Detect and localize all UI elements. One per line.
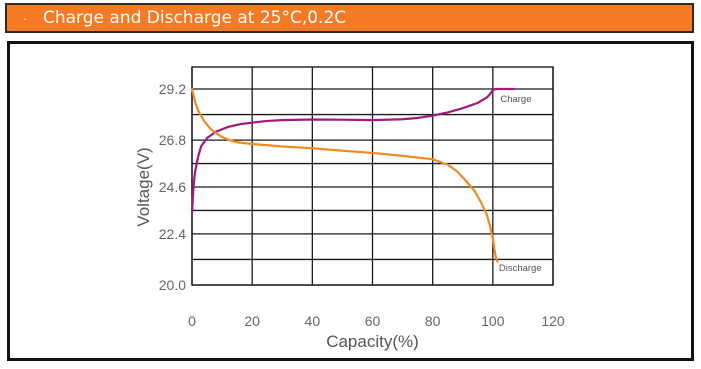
- grid: [191, 66, 554, 286]
- y-axis-label: Voltage(V): [134, 147, 153, 226]
- series-line-charge: [190, 87, 515, 214]
- section-header: · Charge and Discharge at 25°C,0.2C: [5, 3, 694, 33]
- chart-frame: 20.0 22.4 24.6 26.8 29.2 0 20 40 60 80 100 120 Char…: [7, 41, 694, 361]
- y-tick-label: 22.4: [159, 226, 186, 242]
- y-tick-label: 29.2: [159, 81, 186, 97]
- y-tick-label: 24.6: [159, 179, 186, 195]
- plot-border: [191, 66, 554, 286]
- series-line-discharge: [190, 87, 499, 263]
- x-tick-label: 60: [365, 313, 381, 329]
- series-label-charge: Charge: [500, 94, 531, 105]
- x-tick-label: 40: [305, 313, 321, 329]
- labels: Charge Discharge Capacity(%) Voltage(V): [134, 94, 542, 351]
- bullet-icon: ·: [22, 10, 28, 26]
- x-tick-label: 0: [188, 313, 196, 329]
- x-axis-label: Capacity(%): [326, 332, 419, 351]
- voltage-capacity-chart: 20.0 22.4 24.6 26.8 29.2 0 20 40 60 80 100 120 Char…: [134, 66, 565, 351]
- series-label-discharge: Discharge: [499, 263, 542, 274]
- tick-labels: 20.0 22.4 24.6 26.8 29.2 0 20 40 60 80 100 120: [159, 81, 565, 329]
- series: [190, 87, 515, 263]
- x-tick-label: 20: [244, 313, 260, 329]
- x-tick-label: 120: [541, 313, 565, 329]
- section-title: Charge and Discharge at 25°C,0.2C: [43, 7, 347, 28]
- y-tick-label: 20.0: [159, 277, 186, 293]
- x-tick-label: 80: [425, 313, 441, 329]
- x-tick-label: 100: [481, 313, 505, 329]
- y-tick-label: 26.8: [159, 132, 186, 148]
